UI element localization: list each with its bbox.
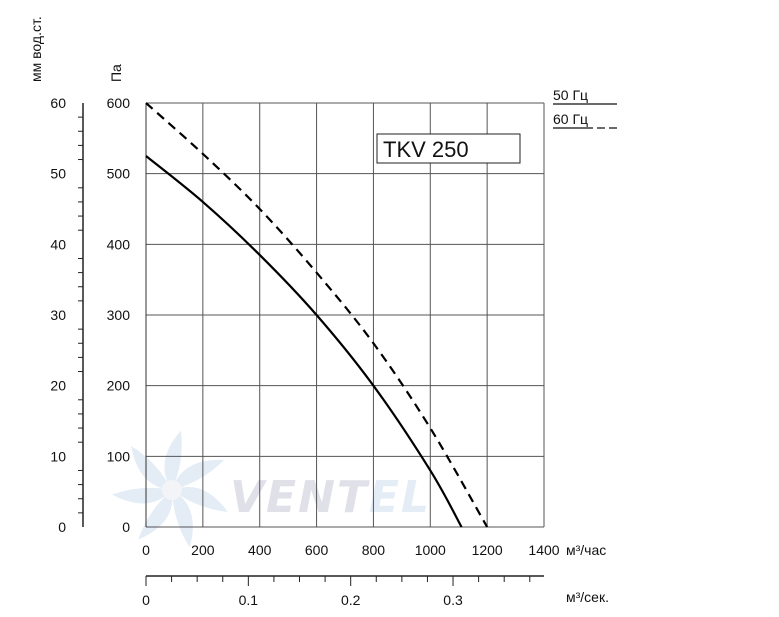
x-axis-label-m3h: м³/час xyxy=(566,542,606,558)
y-tick-label-pa: 0 xyxy=(122,519,130,535)
chart-labels: 0 100 200 300 400 500 600 0 10 20 30 40 50 60 Па мм вод… xyxy=(28,16,617,608)
fan-blade xyxy=(131,445,172,490)
y-tick-label-mmwc: 50 xyxy=(50,166,66,182)
y-tick-label-mmwc: 60 xyxy=(50,95,66,111)
watermark-brand-text: VENTEL xyxy=(230,472,431,523)
x-tick-label-m3h: 0 xyxy=(142,542,150,558)
fan-blade xyxy=(172,459,224,490)
model-label-box: TKV 250 xyxy=(376,133,521,164)
chart-grid xyxy=(145,102,545,528)
y-tick-label-mmwc: 10 xyxy=(50,448,66,464)
x-tick-label-m3s: 0.1 xyxy=(239,592,259,608)
legend-label-50hz: 50 Гц xyxy=(553,87,588,103)
fan-blade xyxy=(172,486,228,512)
x-tick-label-m3h: 600 xyxy=(305,542,329,558)
y-tick-label-pa: 200 xyxy=(107,378,131,394)
y-tick-label-mmwc: 20 xyxy=(50,378,66,394)
fan-blade xyxy=(164,430,182,490)
curve-50hz xyxy=(145,155,463,528)
y-tick-label-mmwc: 30 xyxy=(50,307,66,323)
fan-hub xyxy=(162,480,182,500)
fan-logo-icon xyxy=(112,430,228,548)
chart-series xyxy=(145,102,489,528)
y-axis-label-mmwc: мм вод.ст. xyxy=(28,16,44,82)
y-tick-label-mmwc: 40 xyxy=(50,236,66,252)
x-tick-label-m3h: 800 xyxy=(362,542,386,558)
y-tick-label-pa: 300 xyxy=(107,307,131,323)
x-tick-label-m3h: 400 xyxy=(248,542,272,558)
fan-blade xyxy=(112,487,172,504)
x-tick-label-m3h: 1200 xyxy=(472,542,503,558)
y-axis-label-pa: Па xyxy=(108,64,124,82)
fan-blade xyxy=(172,490,193,548)
y-tick-label-pa: 100 xyxy=(107,448,131,464)
y-tick-label-mmwc: 0 xyxy=(58,519,66,535)
x-tick-label-m3h: 200 xyxy=(191,542,215,558)
curve-60hz xyxy=(145,102,489,528)
y-tick-label-pa: 400 xyxy=(107,236,131,252)
y-tick-label-pa: 600 xyxy=(107,95,131,111)
model-label-frame xyxy=(376,133,521,164)
ventel-watermark: VENTEL xyxy=(112,430,431,548)
x-tick-label-m3h: 1400 xyxy=(528,542,559,558)
x-tick-label-m3s: 0 xyxy=(142,592,150,608)
model-name: TKV 250 xyxy=(383,137,469,162)
x-tick-label-m3s: 0.3 xyxy=(443,592,463,608)
x-tick-label-m3s: 0.2 xyxy=(341,592,361,608)
y-tick-label-pa: 500 xyxy=(107,166,131,182)
x-tick-label-m3h: 1000 xyxy=(415,542,446,558)
legend: 50 Гц 60 Гц xyxy=(553,87,617,129)
legend-label-60hz: 60 Гц xyxy=(553,111,588,127)
x-axis-label-m3s: м³/сек. xyxy=(566,589,609,605)
chart-axes xyxy=(78,103,544,586)
